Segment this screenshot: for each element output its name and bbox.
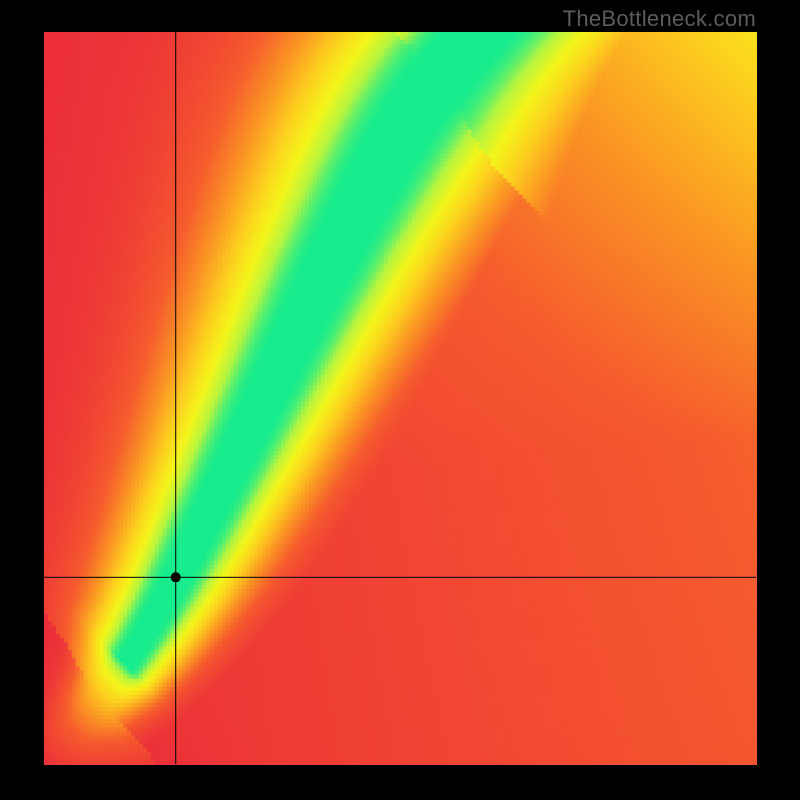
watermark-label: TheBottleneck.com <box>563 6 756 32</box>
bottleneck-heatmap <box>0 0 800 800</box>
